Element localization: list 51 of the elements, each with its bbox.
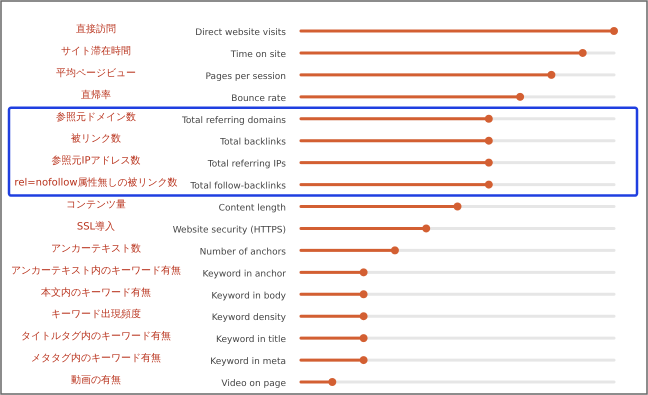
text: SSL導入 [76, 220, 116, 232]
point [360, 312, 368, 320]
point [360, 290, 368, 298]
y-tick-label: Keyword in body [211, 291, 287, 302]
text: rel=nofollow属性無しの被リンク数 [14, 176, 178, 189]
y-tick-label: Website security (HTTPS) [172, 225, 286, 236]
y-tick-label: Content length [218, 204, 286, 214]
y-tick-label: Video on page [221, 379, 286, 389]
y-tick-label: Total follow-backlinks [189, 182, 286, 192]
text: 直帰率 [81, 88, 111, 101]
y-tick-label: Keyword in meta [210, 357, 286, 368]
y-tick-label: Keyword in anchor [202, 269, 286, 280]
text: サイト滞在時間 [61, 44, 131, 57]
y-tick-label: Total backlinks [219, 138, 286, 148]
point [516, 92, 524, 101]
text: 直接訪問 [76, 23, 116, 35]
y-tick-label: Total referring domains [180, 116, 286, 126]
point [484, 158, 493, 167]
point [484, 114, 493, 123]
point [610, 27, 618, 35]
point [547, 70, 556, 79]
y-tick-label: Keyword in title [216, 335, 286, 346]
point [454, 202, 462, 210]
text: キーワード出現頻度 [51, 308, 141, 320]
point [422, 224, 430, 232]
point [328, 378, 336, 386]
text: コンテンツ量 [66, 200, 126, 210]
text: アンカーテキスト数 [51, 243, 141, 254]
point [484, 180, 493, 189]
text: 本文内のキーワード有無 [41, 286, 151, 298]
y-tick-label: Number of anchors [200, 247, 286, 258]
y-tick-label: Time on site [230, 50, 286, 60]
y-tick-label: Keyword density [212, 313, 287, 324]
y-tick-label: Direct website visits [195, 28, 286, 38]
text: 被リンク数 [71, 132, 121, 145]
point [360, 268, 368, 276]
point [484, 136, 493, 145]
y-tick-label: Total referring IPs [206, 160, 286, 170]
point [360, 356, 368, 364]
point [578, 48, 587, 57]
text: タイトルタグ内のキーワード有無 [21, 330, 171, 342]
text: 参照元ドメイン数 [56, 110, 136, 123]
point [390, 246, 399, 254]
text: メタタグ内のキーワード有無 [31, 352, 161, 364]
text: アンカーテキスト内のキーワード有無 [11, 264, 181, 276]
y-tick-label: Pages per session [206, 72, 286, 82]
point [360, 334, 368, 342]
text: 参照元IPアドレス数 [52, 154, 140, 167]
text: 動画の有無 [71, 374, 121, 386]
text: 平均ページビュー [56, 66, 136, 79]
y-tick-label: Bounce rate [231, 94, 286, 104]
